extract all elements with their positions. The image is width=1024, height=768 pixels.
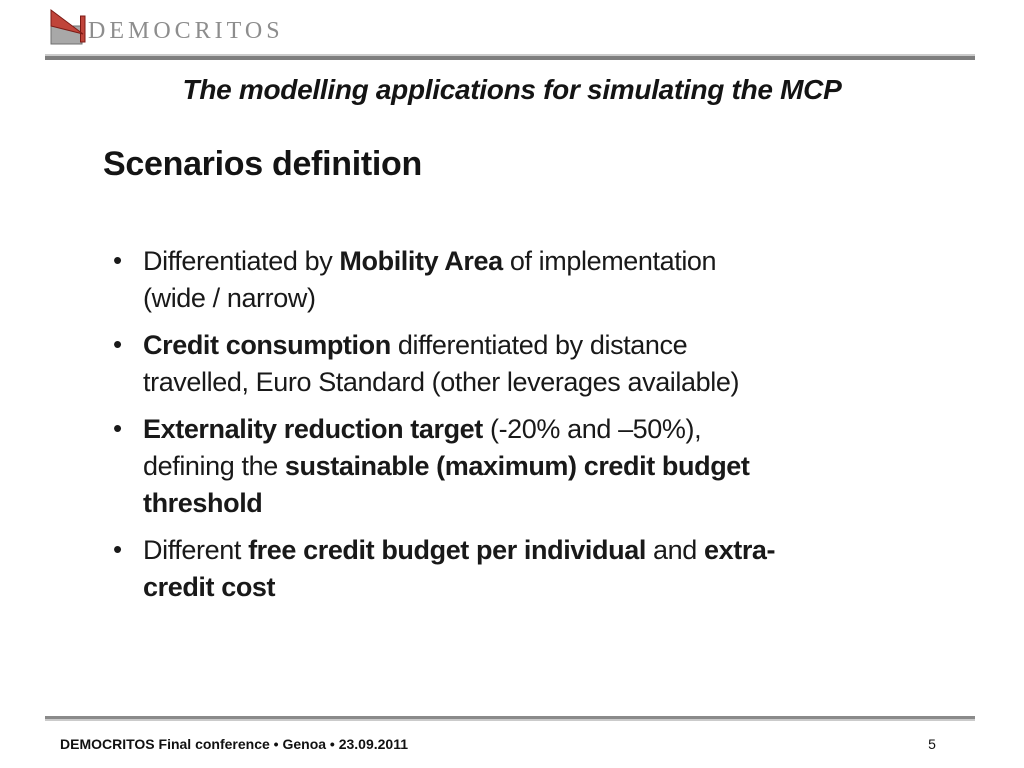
bullet-item: • Different free credit budget per indivi… (113, 532, 913, 606)
bullet-text: Differentiated by Mobility Area of imple… (143, 246, 717, 313)
logo-red-triangle (50, 9, 84, 35)
footer-divider-light-line (45, 719, 975, 721)
section-heading: Scenarios definition (103, 145, 422, 183)
footer-conference-label: DEMOCRITOS Final conference • Genoa • 23… (60, 736, 409, 752)
democritos-logo-icon (50, 9, 86, 45)
bullet-item: • Differentiated by Mobility Area of impl… (113, 243, 913, 317)
bullet-text: Credit consumption differentiated by dis… (143, 330, 740, 397)
bullet-text: Externality reduction target (-20% and –… (143, 414, 750, 518)
bullet-dot: • (113, 329, 122, 359)
bullet-text: Different free credit budget per individ… (143, 535, 776, 602)
bullet-dot: • (113, 534, 122, 564)
logo-wordmark: DEMOCRITOS (88, 18, 284, 44)
bullet-dot: • (113, 245, 122, 275)
footer-divider-dark-line (45, 716, 975, 719)
header-divider (45, 54, 975, 60)
bullet-dot: • (113, 413, 122, 443)
bullet-list: • Differentiated by Mobility Area of impl… (113, 243, 913, 616)
header-divider-light-line (45, 54, 975, 56)
slide-title: The modelling applications for simulatin… (182, 74, 842, 105)
header-divider-dark-line (45, 56, 975, 60)
logo-red-bar (80, 15, 86, 43)
bullet-item: • Credit consumption differentiated by di… (113, 327, 913, 401)
bullet-item: • Externality reduction target (-20% and … (113, 411, 913, 522)
footer-divider (45, 716, 975, 721)
page-number: 5 (928, 736, 936, 752)
